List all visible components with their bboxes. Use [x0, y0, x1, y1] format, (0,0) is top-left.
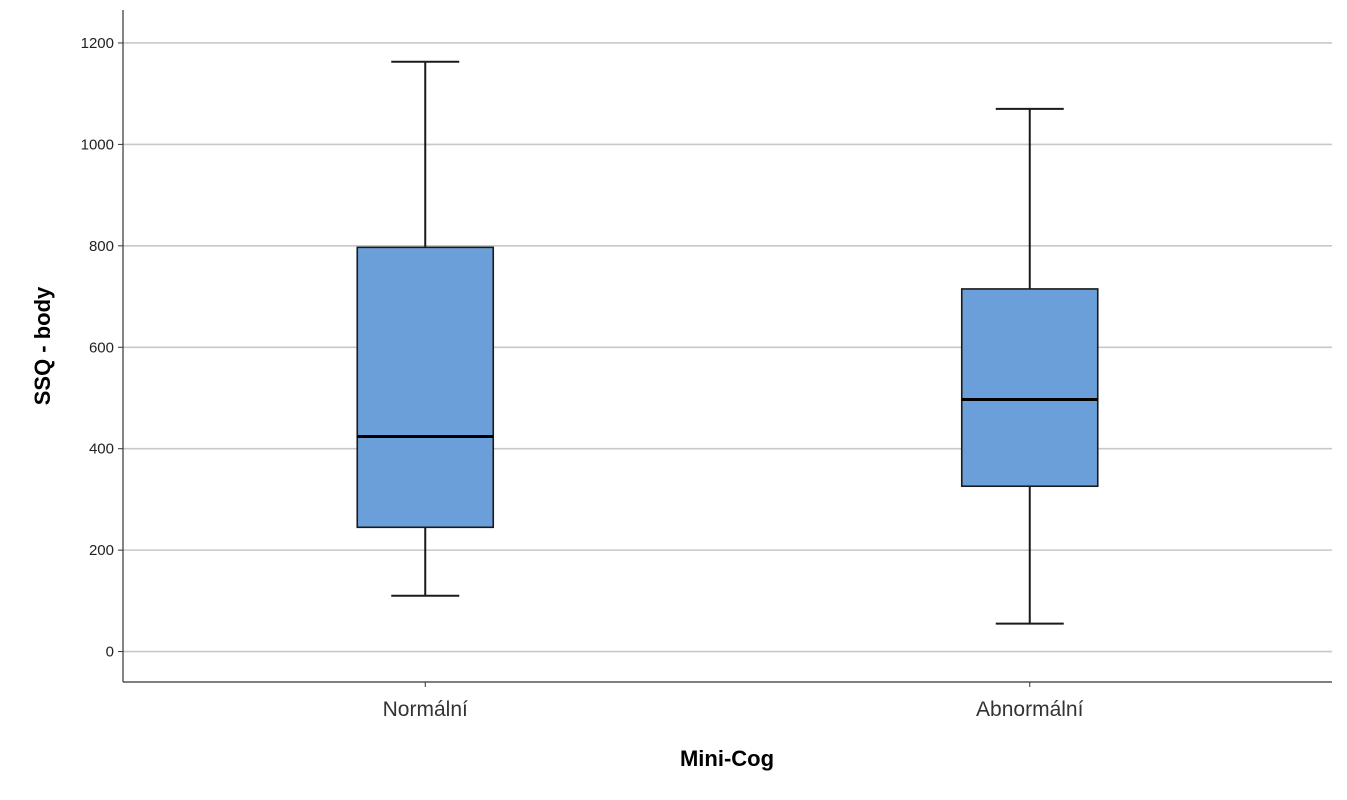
y-tick-label-1000: 1000: [81, 136, 114, 153]
labels: 0 200 400 600 800 1000 1200 Normální Abnormální: [81, 35, 1084, 721]
y-tick-label-200: 200: [89, 542, 114, 559]
x-category-label-2: Abnormální: [976, 698, 1084, 721]
box-1-iqr-rect: [356, 246, 495, 529]
x-category-label-1: Normální: [383, 698, 468, 721]
y-tick-label-1200: 1200: [81, 35, 114, 52]
boxes: [356, 60, 1099, 625]
x-axis-title: Mini-Cog: [680, 746, 774, 771]
gridlines: [123, 42, 1332, 653]
box-2-iqr-rect: [960, 288, 1099, 488]
axes: [118, 10, 1332, 687]
y-axis-title: SSQ - body: [30, 286, 55, 405]
y-tick-label-600: 600: [89, 339, 114, 356]
y-tick-label-0: 0: [106, 644, 114, 661]
y-tick-label-400: 400: [89, 441, 114, 458]
y-tick-label-800: 800: [89, 238, 114, 255]
